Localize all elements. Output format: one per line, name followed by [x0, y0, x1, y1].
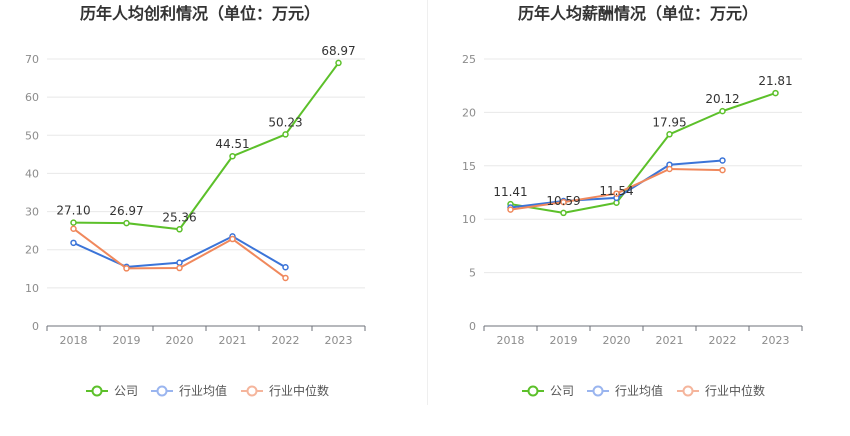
y-tick-label: 50 — [25, 129, 39, 142]
y-tick-label: 30 — [25, 206, 39, 219]
series-industry-median — [70, 225, 289, 282]
data-label: 11.54 — [599, 184, 633, 198]
legend-circle-icon — [246, 385, 258, 397]
y-tick-label: 10 — [25, 282, 39, 295]
series-line-company — [510, 92, 776, 214]
x-tick-label: 2022 — [709, 334, 737, 347]
profit-chart: 0 10 20 30 40 50 60 70 2018 2019 2020 2021 2022 2023 2… — [25, 44, 366, 398]
data-point-company[interactable] — [719, 107, 726, 115]
y-tick-label: 15 — [462, 160, 476, 173]
data-point-industry-median[interactable] — [666, 165, 673, 173]
data-label: 17.95 — [652, 115, 686, 129]
data-label: 27.10 — [56, 204, 90, 218]
y-tick-label: 0 — [32, 320, 39, 333]
y-tick-label: 20 — [462, 106, 476, 119]
legend-circle-icon — [592, 385, 604, 397]
y-tick-label: 20 — [25, 244, 39, 257]
legend-label: 行业均值 — [179, 383, 227, 398]
data-point-industry-median[interactable] — [719, 166, 726, 174]
legend-label: 公司 — [550, 384, 574, 398]
data-point-company[interactable] — [176, 226, 183, 233]
legend-item-industry-mean[interactable]: 行业均值 — [151, 383, 227, 398]
y-tick-label: 10 — [462, 213, 476, 226]
data-point-company[interactable] — [229, 152, 236, 160]
data-point-company[interactable] — [560, 209, 567, 217]
chart-divider — [427, 0, 428, 405]
y-tick-label: 0 — [469, 320, 476, 333]
legend-circle-icon — [527, 385, 539, 397]
x-tick-label: 2019 — [113, 334, 141, 347]
data-label: 26.97 — [109, 204, 143, 218]
legend: 公司 行业均值 行业中位数 — [522, 383, 765, 398]
x-tick-label: 2023 — [762, 334, 790, 347]
series-line-company — [73, 62, 340, 231]
data-point-industry-mean[interactable] — [70, 239, 77, 247]
data-label: 11.41 — [493, 185, 527, 199]
legend-item-industry-median[interactable]: 行业中位数 — [241, 383, 329, 398]
data-point-industry-mean[interactable] — [719, 157, 726, 164]
legend-label: 行业中位数 — [705, 383, 765, 398]
x-tick-label: 2018 — [497, 334, 525, 347]
data-point-company[interactable] — [123, 219, 130, 227]
series-company — [70, 59, 342, 233]
data-point-industry-median[interactable] — [282, 274, 289, 282]
legend-item-industry-median[interactable]: 行业中位数 — [677, 383, 765, 398]
data-point-company[interactable] — [282, 131, 289, 138]
legend: 公司 行业均值 行业中位数 — [86, 383, 329, 398]
data-label: 10.59 — [546, 194, 580, 208]
legend-label: 公司 — [114, 384, 138, 398]
legend-item-industry-mean[interactable]: 行业均值 — [587, 383, 663, 398]
legend-label: 行业均值 — [615, 383, 663, 398]
x-tick-label: 2018 — [60, 334, 88, 347]
legend-circle-icon — [156, 385, 168, 397]
data-point-industry-median[interactable] — [123, 265, 130, 272]
data-point-industry-median[interactable] — [613, 190, 620, 197]
x-tick-label: 2023 — [325, 334, 353, 347]
data-point-company[interactable] — [335, 59, 342, 67]
x-tick-label: 2021 — [656, 334, 684, 347]
data-label: 21.81 — [758, 74, 792, 88]
y-tick-label: 60 — [25, 91, 39, 104]
data-point-industry-median[interactable] — [507, 206, 514, 213]
data-point-company[interactable] — [70, 219, 77, 226]
x-tick-label: 2020 — [166, 334, 194, 347]
chart-title-profit-per-capita: 历年人均创利情况（单位：万元） — [79, 4, 320, 23]
legend-item-company[interactable]: 公司 — [522, 384, 574, 398]
salary-chart: 0 5 10 15 20 25 2018 2019 2020 2021 2022 2023 11.41 1… — [462, 53, 803, 398]
legend-circle-icon — [91, 385, 103, 397]
x-tick-label: 2022 — [272, 334, 300, 347]
legend-label: 行业中位数 — [269, 383, 329, 398]
data-point-company[interactable] — [666, 131, 673, 138]
y-tick-label: 40 — [25, 167, 39, 180]
data-label: 44.51 — [215, 137, 249, 151]
y-tick-label: 25 — [462, 53, 476, 66]
legend-item-company[interactable]: 公司 — [86, 384, 138, 398]
legend-circle-icon — [682, 385, 694, 397]
data-point-industry-mean[interactable] — [282, 264, 289, 271]
y-tick-label: 70 — [25, 53, 39, 66]
series-industry-median — [507, 165, 726, 213]
chart-title-salary-per-capita: 历年人均薪酬情况（单位：万元） — [517, 4, 758, 23]
x-tick-label: 2020 — [603, 334, 631, 347]
x-tick-label: 2021 — [219, 334, 247, 347]
data-point-company[interactable] — [772, 89, 779, 97]
x-tick-label: 2019 — [550, 334, 578, 347]
data-point-industry-median[interactable] — [176, 264, 183, 272]
data-label: 25.36 — [162, 210, 196, 224]
data-point-industry-median[interactable] — [229, 235, 236, 243]
data-point-industry-median[interactable] — [560, 198, 567, 206]
data-label: 20.12 — [705, 92, 739, 106]
data-point-industry-mean[interactable] — [176, 259, 183, 266]
data-label: 50.23 — [268, 115, 302, 129]
y-tick-label: 5 — [469, 267, 476, 280]
data-label: 68.97 — [321, 44, 355, 58]
data-point-industry-median[interactable] — [70, 225, 77, 232]
